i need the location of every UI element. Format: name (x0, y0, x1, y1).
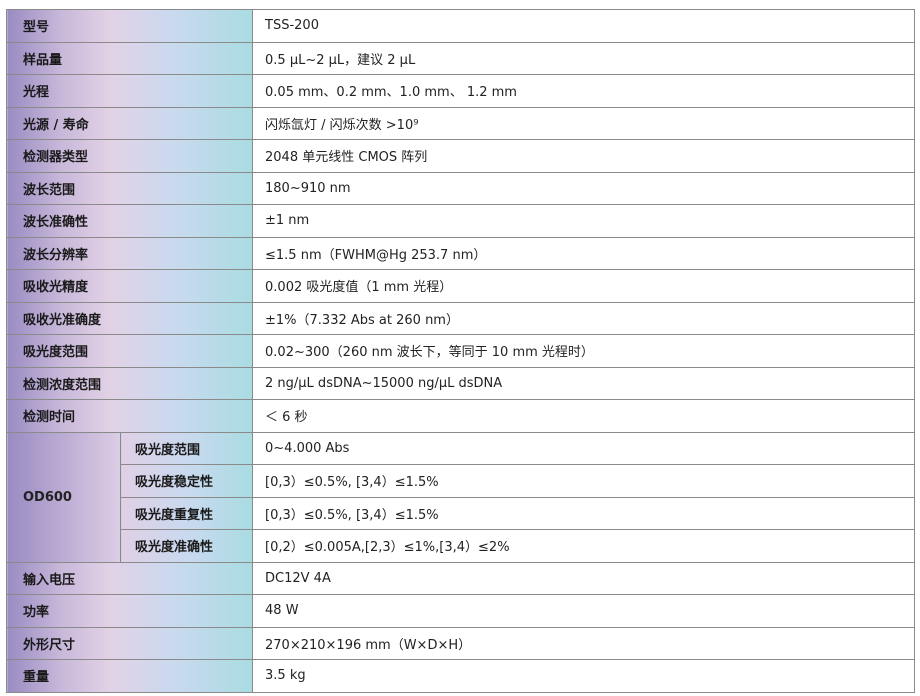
spec-row: 型号 TSS-200 (5, 9, 915, 43)
od600-row: 吸光度重复性 [0,3）≤0.5%, [3,4）≤1.5% (7, 496, 915, 530)
spec-value: ＜ 6 秒 (252, 399, 915, 433)
od600-row: 吸光度准确性 [0,2）≤0.005A,[2,3）≤1%,[3,4）≤2% (7, 529, 915, 563)
spec-label: 波长分辨率 (5, 236, 254, 270)
spec-value: 2 ng/µL dsDNA~15000 ng/µL dsDNA (252, 366, 915, 400)
spec-label: 检测器类型 (5, 139, 254, 173)
spec-label: 吸光度重复性 (119, 496, 254, 530)
spec-label: 吸光度范围 (119, 431, 254, 465)
spec-label: 波长准确性 (5, 204, 254, 238)
spec-value: [0,3）≤0.5%, [3,4）≤1.5% (252, 496, 915, 530)
spec-table: 型号 TSS-200 样品量 0.5 µL~2 µL，建议 2 µL 光程 0.05 mm… (5, 9, 915, 693)
spec-row: 光程 0.05 mm、0.2 mm、1.0 mm、 1.2 mm (5, 74, 915, 108)
spec-value: DC12V 4A (252, 561, 915, 595)
spec-label: 吸光度稳定性 (119, 464, 254, 498)
spec-row: 吸光度范围 0.02~300（260 nm 波长下，等同于 10 mm 光程时） (5, 334, 915, 368)
spec-value: 0.02~300（260 nm 波长下，等同于 10 mm 光程时） (252, 334, 915, 368)
spec-row: 吸收光准确度 ±1%（7.332 Abs at 260 nm） (5, 301, 915, 335)
spec-row: 光源 / 寿命 闪烁氙灯 / 闪烁次数 >10⁹ (5, 106, 915, 140)
spec-row: 波长准确性 ±1 nm (5, 204, 915, 238)
spec-row: 波长范围 180~910 nm (5, 171, 915, 205)
spec-row: 重量 3.5 kg (5, 659, 915, 693)
spec-row: 检测器类型 2048 单元线性 CMOS 阵列 (5, 139, 915, 173)
od600-row: 吸光度稳定性 [0,3）≤0.5%, [3,4）≤1.5% (7, 464, 915, 498)
spec-value: 0.05 mm、0.2 mm、1.0 mm、 1.2 mm (252, 74, 915, 108)
spec-label: 功率 (5, 594, 254, 628)
spec-value: ≤1.5 nm（FWHM@Hg 253.7 nm） (252, 236, 915, 270)
spec-label: 光源 / 寿命 (5, 106, 254, 140)
spec-value: ±1 nm (252, 204, 915, 238)
spec-row: 检测时间＜ 6 秒 (5, 399, 915, 433)
spec-row: 吸收光精度 0.002 吸光度值（1 mm 光程） (5, 269, 915, 303)
spec-row: 波长分辨率 ≤1.5 nm（FWHM@Hg 253.7 nm） (5, 236, 915, 270)
spec-value: 48 W (252, 594, 915, 628)
spec-label: 重量 (5, 659, 254, 693)
spec-label: 样品量 (5, 41, 254, 75)
spec-row: 检测浓度范围 2 ng/µL dsDNA~15000 ng/µL dsDNA (5, 366, 915, 400)
spec-label: 检测浓度范围 (5, 366, 254, 400)
spec-value: [0,2）≤0.005A,[2,3）≤1%,[3,4）≤2% (252, 529, 915, 563)
spec-value: 2048 单元线性 CMOS 阵列 (252, 139, 915, 173)
spec-row: 输入电压 DC12V 4A (5, 561, 915, 595)
spec-row: 外形尺寸 270×210×196 mm（W×D×H） (5, 626, 915, 660)
spec-value: 0.5 µL~2 µL，建议 2 µL (252, 41, 915, 75)
spec-value: 0.002 吸光度值（1 mm 光程） (252, 269, 915, 303)
spec-value: 3.5 kg (252, 659, 915, 693)
spec-label: 输入电压 (5, 561, 254, 595)
od600-group-label: OD600 (6, 431, 121, 563)
spec-value: [0,3）≤0.5%, [3,4）≤1.5% (252, 464, 915, 498)
spec-row: 功率 48 W (5, 594, 915, 628)
spec-value: 180~910 nm (252, 171, 915, 205)
spec-label: 波长范围 (5, 171, 254, 205)
spec-value: 270×210×196 mm（W×D×H） (252, 626, 915, 660)
spec-row: 样品量 0.5 µL~2 µL，建议 2 µL (5, 41, 915, 75)
spec-value: 0~4.000 Abs (252, 431, 915, 465)
spec-value: ±1%（7.332 Abs at 260 nm） (252, 301, 915, 335)
od600-row: OD600 吸光度范围 0~4.000 Abs (6, 431, 915, 563)
spec-label: 检测时间 (5, 399, 254, 433)
spec-label: 光程 (5, 74, 254, 108)
spec-label: 外形尺寸 (5, 626, 254, 660)
spec-value: 闪烁氙灯 / 闪烁次数 >10⁹ (252, 106, 915, 140)
spec-value: TSS-200 (252, 9, 915, 43)
spec-label: 吸光度范围 (5, 334, 254, 368)
spec-label: 吸收光准确度 (5, 301, 254, 335)
spec-label: 型号 (5, 9, 254, 43)
spec-label: 吸光度准确性 (119, 529, 254, 563)
spec-label: 吸收光精度 (5, 269, 254, 303)
